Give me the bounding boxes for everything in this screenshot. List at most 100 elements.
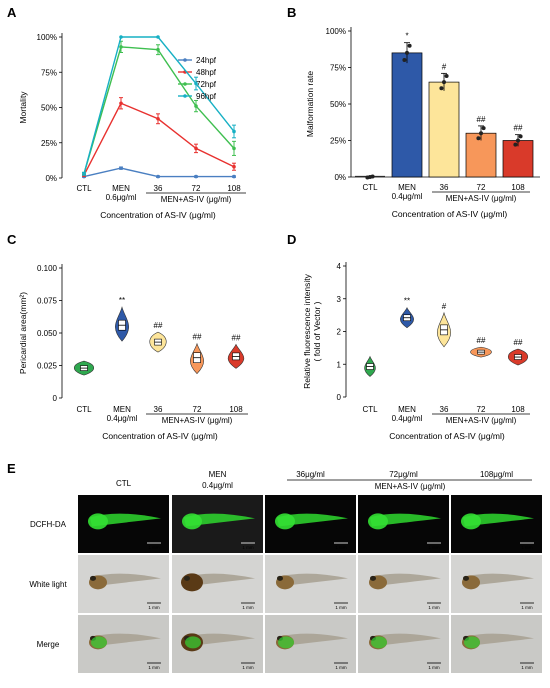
replicate-point — [442, 80, 446, 85]
larva-body — [277, 573, 348, 587]
column-header: 72μg/ml — [389, 470, 418, 479]
larva-eye — [370, 575, 376, 581]
column-subheader: 0.4μg/ml — [202, 481, 233, 490]
data-point — [232, 146, 236, 151]
replicate-point — [370, 174, 375, 179]
bar — [502, 140, 534, 178]
y-tick-label: 1 — [337, 360, 342, 369]
larva-eye — [184, 575, 190, 581]
scale-bar-label: 1 mm — [242, 605, 254, 610]
x-tick-label: MEN — [398, 183, 416, 192]
x-tick-label: 72 — [477, 183, 486, 192]
data-point — [119, 101, 123, 106]
panel-label: E — [7, 461, 16, 476]
scale-bar-label: 1 mm — [335, 605, 347, 610]
x-tick-label: 108 — [511, 405, 525, 414]
x-tick-label: MEN — [112, 184, 130, 193]
y-tick-label: 2 — [337, 328, 342, 337]
x-tick-label: 108 — [229, 405, 243, 414]
replicate-point — [481, 126, 486, 131]
scale-bar-label: 1 mm — [521, 605, 533, 610]
y-tick-label: 75% — [330, 64, 346, 73]
y-tick-label: 0 — [337, 393, 342, 402]
legend-label: 24hpf — [196, 56, 217, 65]
larva-body — [277, 633, 348, 647]
data-point — [156, 174, 160, 179]
significance-mark: ## — [477, 336, 486, 345]
larva-body — [184, 513, 255, 527]
significance-mark: # — [442, 302, 447, 311]
y-axis-label: Mortality — [18, 91, 28, 124]
legend-marker — [183, 58, 187, 62]
x-tick-label: 108 — [511, 183, 525, 192]
significance-mark: ## — [477, 115, 486, 124]
y-tick-label: 50% — [41, 104, 57, 113]
data-point — [156, 116, 160, 121]
column-header: CTL — [116, 479, 132, 488]
x-axis-label: Concentration of AS-IV (μg/ml) — [392, 209, 508, 219]
row-label: Merge — [37, 640, 60, 649]
scale-bar-label: 1 mm — [521, 545, 533, 550]
data-point — [232, 174, 236, 179]
x-tick-sublabel: 0.4μg/ml — [107, 414, 138, 423]
panel-d: D 0 1 2 3 4 Relative fluorescence intensity( f… — [287, 232, 530, 441]
series-line-72hpf — [83, 46, 235, 174]
replicate-point — [476, 136, 481, 141]
x-tick-sublabel: 0.4μg/ml — [392, 414, 423, 423]
larva-body — [90, 633, 161, 647]
y-axis-label-2: ( fold of Vector ) — [312, 301, 322, 361]
scale-bar-label: 1 mm — [521, 665, 533, 670]
y-tick-label: 100% — [37, 33, 57, 42]
group-label: MEN+AS-IV (μg/ml) — [375, 482, 446, 491]
x-tick-label: 72 — [193, 405, 202, 414]
larva-body — [277, 513, 348, 527]
x-axis-label: Concentration of AS-IV (μg/ml) — [389, 431, 505, 441]
bar — [428, 81, 460, 178]
larva-body — [90, 513, 161, 527]
larva-body — [463, 573, 534, 587]
group-label: MEN+AS-IV (μg/ml) — [446, 416, 517, 425]
significance-mark: ## — [154, 321, 163, 330]
x-tick-label: MEN — [113, 405, 131, 414]
data-point — [232, 164, 236, 169]
data-point — [194, 174, 198, 179]
data-point — [194, 104, 198, 108]
legend-label: 72hpf — [196, 80, 217, 89]
legend-marker — [183, 94, 187, 98]
scale-bar-label: 1 mm — [335, 545, 347, 550]
significance-mark: * — [405, 32, 408, 41]
replicate-point — [516, 138, 520, 143]
group-label: MEN+AS-IV (μg/ml) — [446, 194, 517, 203]
y-tick-label: 75% — [41, 68, 57, 77]
data-point — [119, 166, 123, 170]
legend-marker — [183, 82, 187, 86]
fluorescence-overlay — [371, 636, 387, 649]
replicate-point — [407, 43, 412, 48]
significance-mark: # — [442, 62, 447, 71]
y-axis-label: Pericardial area(mm²) — [18, 292, 28, 374]
x-tick-label: 36 — [154, 184, 163, 193]
legend-label: 48hpf — [196, 68, 217, 77]
bar — [391, 52, 423, 178]
replicate-point — [439, 86, 444, 91]
x-tick-sublabel: 0.4μg/ml — [392, 192, 423, 201]
scale-bar-label: 1 mm — [335, 665, 347, 670]
group-label: MEN+AS-IV (μg/ml) — [162, 416, 233, 425]
y-tick-label: 4 — [337, 262, 342, 271]
larva-body — [370, 513, 441, 527]
x-axis-label: Concentration of AS-IV (μg/ml) — [100, 210, 216, 220]
x-tick-label: 36 — [440, 405, 449, 414]
replicate-point — [444, 73, 449, 78]
scale-bar-label: 1 mm — [148, 665, 160, 670]
fluorescence-overlay — [91, 636, 107, 649]
scale-bar-label: 1 mm — [428, 545, 440, 550]
x-tick-label: 36 — [440, 183, 449, 192]
larva-eye — [277, 575, 283, 581]
panel-a: A 0% 25% 50% 75% 100% Mortality CTL MEN 36 72 108 0.… — [7, 5, 246, 220]
larva-head — [88, 513, 108, 530]
y-tick-label: 0.050 — [37, 329, 58, 338]
group-label: MEN+AS-IV (μg/ml) — [161, 195, 232, 204]
x-tick-sublabel: 0.6μg/ml — [106, 193, 137, 202]
replicate-point — [405, 50, 409, 55]
